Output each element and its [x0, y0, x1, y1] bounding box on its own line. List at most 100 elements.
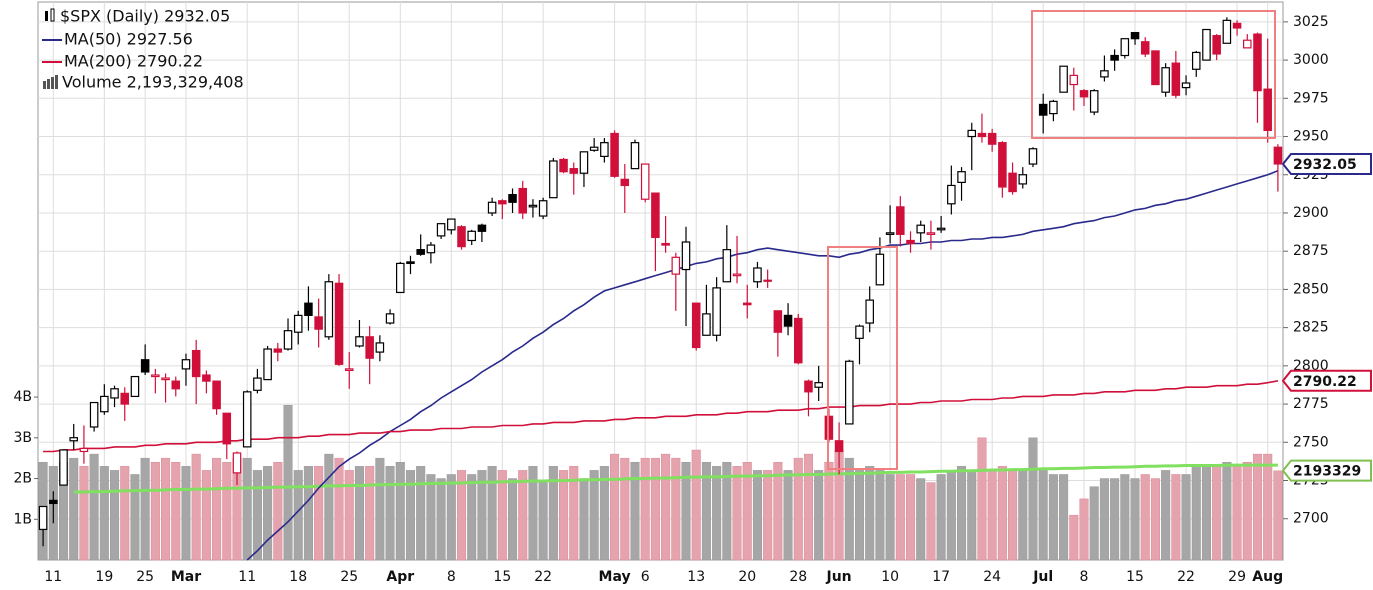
candle-body — [702, 313, 711, 336]
candle-body — [396, 262, 405, 294]
volume-bar — [610, 453, 620, 561]
volume-bar — [1150, 478, 1160, 561]
candle-body — [273, 348, 283, 353]
candle-body — [151, 374, 160, 378]
candle-body — [447, 218, 456, 231]
volume-bar — [1222, 461, 1232, 561]
candle-body — [906, 239, 915, 245]
value-tag-label: 2193329 — [1293, 464, 1361, 480]
x-tick-label: 8 — [447, 569, 456, 585]
x-tick-label: 8 — [1080, 569, 1089, 585]
x-tick-label: Apr — [386, 569, 414, 585]
candle-body — [59, 449, 68, 486]
volume-bar — [875, 470, 885, 561]
candle-body — [712, 287, 721, 336]
volume-bar — [1028, 437, 1038, 561]
candle-body — [1130, 31, 1140, 40]
candle-body — [487, 201, 497, 214]
volume-tick-label: 3B — [13, 430, 32, 446]
candle-body — [477, 224, 487, 232]
candle-body — [110, 388, 119, 399]
volume-bar — [630, 461, 640, 561]
volume-bar — [467, 474, 477, 561]
value-tag-label: 2790.22 — [1293, 374, 1357, 390]
value-tag — [1281, 459, 1372, 482]
y-tick-label: 2750 — [1293, 434, 1329, 450]
volume-bar — [242, 457, 252, 561]
value-tag — [1281, 369, 1372, 392]
candle-body — [671, 256, 681, 275]
candle-body — [947, 184, 956, 205]
volume-bar — [977, 437, 987, 561]
volume-bar — [507, 478, 518, 561]
volume-bar — [1110, 478, 1120, 561]
candle-body — [804, 380, 813, 393]
candle-body — [875, 253, 885, 286]
candle-body — [987, 132, 997, 145]
candle-body — [355, 336, 364, 347]
legend-icon — [50, 8, 55, 22]
volume-bar — [763, 470, 773, 561]
candle-body — [283, 330, 293, 350]
candle-body — [212, 380, 221, 410]
candle-body — [773, 310, 783, 333]
candle-body — [181, 359, 191, 370]
volume-bar — [987, 470, 997, 561]
candle-body — [855, 325, 864, 339]
volume-bar — [375, 457, 385, 561]
x-tick-label: 10 — [881, 569, 899, 585]
volume-bar — [1242, 461, 1252, 561]
volume-bar — [1059, 474, 1069, 561]
candle-body — [630, 142, 640, 170]
candle-body — [232, 452, 242, 474]
candle-body — [1018, 174, 1028, 185]
volume-bar — [385, 466, 395, 561]
volume-bar — [905, 474, 916, 561]
volume-bar — [793, 457, 803, 561]
volume-bar — [1069, 514, 1079, 561]
candle-body — [171, 380, 181, 390]
candle-body — [1038, 103, 1048, 116]
volume-bar — [640, 457, 650, 561]
x-tick-label: 29 — [1228, 569, 1246, 585]
volume-bar — [79, 466, 89, 561]
volume-bar — [150, 461, 160, 561]
candle-body — [344, 368, 354, 372]
candle-body — [1059, 65, 1068, 93]
volume-bar — [814, 470, 824, 561]
candle-body — [314, 316, 323, 330]
candle-body — [467, 230, 476, 242]
legend-label: Volume 2,193,329,408 — [62, 73, 244, 92]
volume-bar — [916, 478, 926, 561]
volume-bar — [263, 466, 273, 561]
candle-body — [89, 401, 99, 428]
volume-bar — [589, 470, 599, 561]
y-tick-label: 3000 — [1293, 52, 1329, 68]
candle-body — [1049, 100, 1058, 115]
candle-body — [385, 313, 395, 324]
candle-body — [1232, 22, 1242, 29]
candle-body — [936, 227, 946, 231]
volume-bar — [1120, 474, 1130, 561]
volume-bar — [518, 470, 528, 561]
x-tick-label: 17 — [932, 569, 950, 585]
candle-body — [998, 142, 1007, 188]
volume-bar — [538, 482, 548, 561]
candle-body — [865, 299, 874, 324]
candle-body — [528, 204, 538, 208]
candle-body — [1273, 146, 1283, 165]
candle-body — [1069, 74, 1079, 86]
y-tick-label: 2900 — [1293, 205, 1329, 221]
volume-bar — [1181, 474, 1191, 561]
volume-tick-label: 2B — [13, 471, 32, 487]
candle-body — [1089, 90, 1099, 113]
volume-bar — [803, 453, 814, 561]
volume-bar — [1048, 474, 1058, 561]
candle-body — [38, 505, 48, 531]
legend-icon — [47, 79, 50, 89]
volume-bar — [1273, 470, 1283, 561]
candle-body — [538, 200, 548, 217]
volume-bar — [579, 478, 589, 561]
volume-bar — [548, 466, 558, 561]
candle-body — [140, 359, 150, 373]
